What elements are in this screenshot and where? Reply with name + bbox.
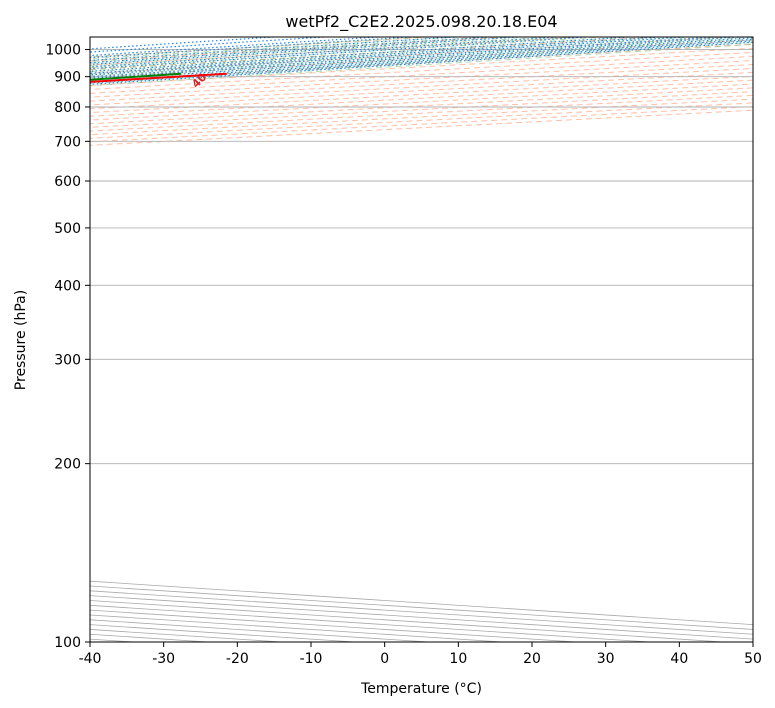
- y-tick-label: 800: [54, 100, 81, 116]
- plot-frame: [89, 36, 754, 643]
- x-tick-label: 50: [744, 651, 762, 667]
- dry-adiabat: [90, 51, 753, 90]
- mixing-ratio-line: [90, 37, 518, 66]
- x-tick-label: -30: [152, 651, 175, 667]
- dry-adiabat: [90, 60, 753, 98]
- x-tick-label: 0: [380, 651, 389, 667]
- dry-adiabat: [90, 47, 753, 86]
- y-axis-title: Pressure (hPa): [13, 290, 29, 390]
- mixing-ratio-line: [90, 37, 586, 70]
- y-tick-label: 600: [54, 174, 81, 190]
- dry-adiabat: [90, 71, 753, 110]
- dry-adiabat: [90, 64, 753, 102]
- mixing-ratio-line: [90, 37, 557, 68]
- x-axis: -40 -30 -20 -10 0 10 20 30 40 50: [79, 642, 762, 667]
- y-tick-label: 100: [54, 635, 81, 651]
- mixing-ratio-line: [90, 37, 629, 72]
- mixing-ratio-line: [90, 37, 660, 74]
- y-tick-label: 500: [54, 221, 81, 237]
- dry-adiabat: [90, 75, 753, 114]
- x-tick-label: -20: [226, 651, 249, 667]
- y-tick-label: 300: [54, 352, 81, 368]
- x-tick-label: -10: [300, 651, 323, 667]
- y-tick-label: 1000: [45, 43, 81, 59]
- dry-adiabats: [90, 37, 753, 146]
- mixing-ratio-lines: [90, 37, 753, 85]
- x-tick-label: -40: [79, 651, 102, 667]
- chart-title: wetPf2_C2E2.2025.098.20.18.E04: [285, 12, 557, 32]
- x-tick-label: 40: [670, 651, 688, 667]
- x-axis-title: Temperature (°C): [360, 681, 482, 697]
- x-tick-label: 20: [523, 651, 541, 667]
- pressure-gridlines: [90, 49, 753, 642]
- x-tick-label: 10: [449, 651, 467, 667]
- y-tick-label: 400: [54, 278, 81, 294]
- y-tick-label: 700: [54, 134, 81, 150]
- y-tick-label: 200: [54, 457, 81, 473]
- y-tick-label: 900: [54, 70, 81, 86]
- y-axis: 100 200 300 400 500 600 700 800 900 1000: [45, 43, 90, 651]
- x-tick-label: 30: [597, 651, 615, 667]
